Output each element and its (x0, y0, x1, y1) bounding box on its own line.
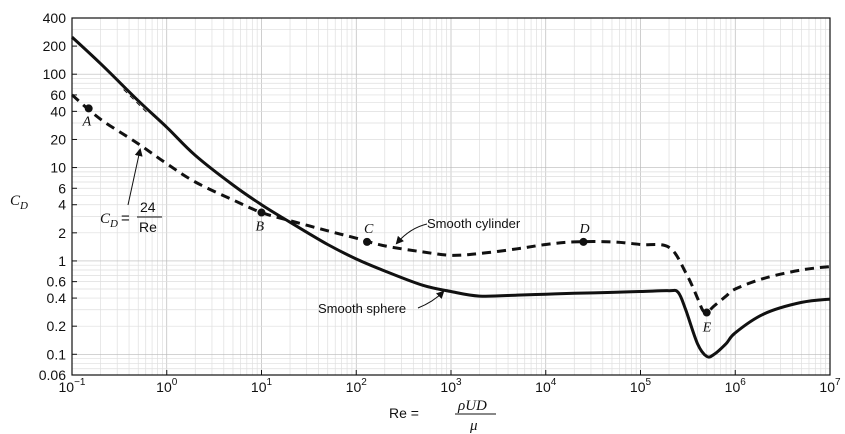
y-tick-label: 100 (43, 66, 67, 82)
x-tick-exponent: 2 (361, 377, 367, 388)
x-tick-exponent: 5 (646, 377, 652, 388)
stokes-lhs-sub: D (109, 218, 118, 230)
x-tick-exponent: 3 (456, 377, 462, 388)
y-tick-label: 0.4 (47, 290, 67, 306)
grid (71, 17, 830, 376)
y-tick-label: 10 (50, 160, 66, 176)
x-tick-label: 103 (440, 377, 462, 395)
y-axis-title-sub: D (19, 200, 28, 212)
point-label-d: D (578, 222, 589, 237)
y-tick-label: 1 (58, 253, 66, 269)
point-marker-a (84, 104, 93, 113)
x-tick-exponent: −1 (74, 377, 86, 388)
svg-text:CD=: CD = (100, 210, 130, 230)
x-tick-label: 101 (251, 377, 273, 395)
point-label-e: E (702, 321, 712, 336)
y-tick-label: 0.1 (47, 346, 67, 362)
x-tick-label: 105 (630, 377, 652, 395)
x-axis-title: Re = ρUD μ (389, 398, 496, 434)
series-label-cylinder: Smooth cylinder (427, 216, 521, 231)
point-marker-b (257, 208, 266, 217)
y-axis-title: CD (10, 193, 28, 212)
x-tick-label: 104 (535, 377, 557, 395)
y-tick-label: 6 (58, 180, 66, 196)
y-tick-label: 0.06 (39, 367, 66, 383)
point-label-c: C (364, 222, 374, 237)
series-line-stokes-law (123, 89, 150, 115)
y-axis-title-main: C (10, 193, 21, 209)
y-tick-label: 40 (50, 103, 66, 119)
stokes-numerator: 24 (140, 199, 156, 215)
stokes-equals: = (121, 210, 130, 227)
y-tick-label: 400 (43, 10, 67, 26)
cylinder-label-leader (395, 223, 428, 245)
y-tick-label: 4 (58, 197, 66, 213)
stokes-leader (127, 148, 143, 206)
x-tick-label: 100 (156, 377, 178, 395)
stokes-denominator: Re (139, 219, 157, 235)
series-lines (70, 35, 831, 359)
x-tick-labels: 10−1 100 101 102 103 104 105 106 107 (59, 370, 841, 395)
y-tick-label: 0.2 (47, 318, 67, 334)
y-tick-label: 200 (43, 38, 67, 54)
series-label-sphere: Smooth sphere (318, 301, 406, 316)
stokes-lhs: C (100, 211, 111, 227)
series-line-smooth-cylinder (71, 93, 831, 315)
point-marker-d (579, 237, 588, 246)
x-tick-label: 106 (725, 377, 747, 395)
y-tick-label: 2 (58, 225, 66, 241)
x-axis-title-numerator: ρUD (457, 398, 487, 414)
x-tick-label: 107 (819, 377, 841, 395)
x-tick-exponent: 7 (835, 377, 841, 388)
svg-text:CD: CD (10, 193, 28, 212)
x-axis-title-denominator: μ (469, 418, 478, 434)
series-line-smooth-sphere (70, 35, 831, 359)
x-tick-label: 10−1 (59, 377, 86, 395)
labeled-points: AB C DE (82, 104, 712, 336)
point-marker-e (702, 308, 711, 317)
x-axis-title-lhs: Re = (389, 405, 419, 421)
x-tick-exponent: 4 (551, 377, 557, 388)
x-tick-exponent: 0 (172, 377, 178, 388)
stokes-law-annotation: CD = 24 Re (100, 148, 162, 235)
x-tick-exponent: 6 (740, 377, 746, 388)
y-tick-label: 20 (50, 131, 66, 147)
x-tick-label: 102 (346, 377, 368, 395)
point-marker-c (363, 237, 372, 246)
y-tick-label: 60 (50, 87, 66, 103)
x-tick-exponent: 1 (267, 377, 273, 388)
y-tick-label: 0.6 (47, 274, 67, 290)
point-label-b: B (256, 220, 265, 235)
sphere-label-leader (417, 290, 445, 309)
point-label-a: A (82, 114, 92, 129)
